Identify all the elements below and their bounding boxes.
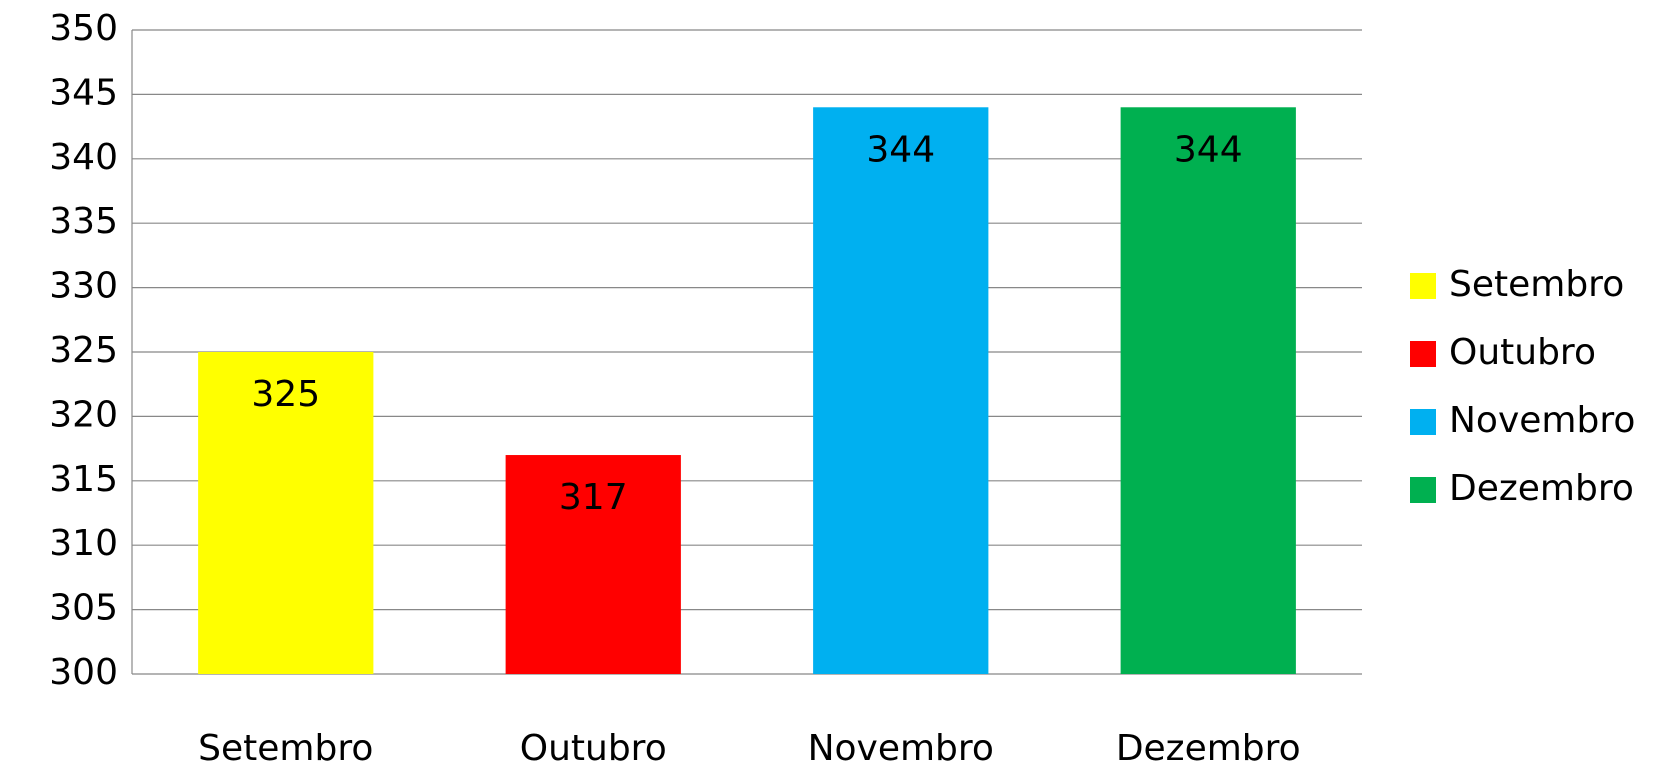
bar <box>813 107 989 674</box>
x-tick-label: Dezembro <box>1116 728 1301 768</box>
legend-swatch <box>1410 409 1436 435</box>
y-tick-label: 320 <box>49 394 118 435</box>
bar <box>198 352 374 674</box>
y-tick-label: 305 <box>49 588 118 629</box>
x-tick-label: Novembro <box>808 728 994 768</box>
y-tick-label: 330 <box>49 266 118 307</box>
x-tick-label: Setembro <box>198 728 373 768</box>
y-tick-label: 340 <box>49 137 118 178</box>
y-tick-label: 335 <box>49 201 118 242</box>
data-label: 344 <box>866 129 935 170</box>
data-label: 344 <box>1174 129 1243 170</box>
y-tick-label: 300 <box>49 652 118 693</box>
bar <box>1120 107 1296 674</box>
y-tick-label: 345 <box>49 72 118 113</box>
y-tick-label: 350 <box>49 8 118 49</box>
legend-swatch <box>1410 273 1436 299</box>
legend-label: Setembro <box>1449 264 1624 305</box>
legend-swatch <box>1410 477 1436 503</box>
legend-swatch <box>1410 341 1436 367</box>
legend-label: Novembro <box>1449 400 1635 441</box>
bar <box>505 455 681 674</box>
legend-label: Dezembro <box>1449 468 1634 509</box>
x-tick-label: Outubro <box>520 728 667 768</box>
y-tick-label: 325 <box>49 330 118 371</box>
data-label: 317 <box>559 477 628 518</box>
y-tick-label: 310 <box>49 523 118 564</box>
y-tick-label: 315 <box>49 459 118 500</box>
data-label: 325 <box>251 374 320 415</box>
legend-label: Outubro <box>1449 332 1596 373</box>
